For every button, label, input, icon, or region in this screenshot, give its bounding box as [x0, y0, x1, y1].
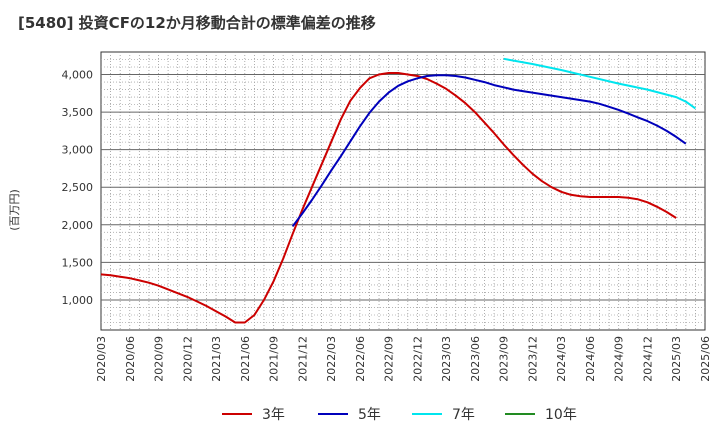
legend-item-10yr: 10年 — [505, 404, 577, 424]
y-tick-label: 4,000 — [62, 69, 94, 82]
x-tick-label: 2022/12 — [411, 336, 424, 382]
legend-swatch-3yr — [222, 413, 252, 415]
x-tick-label: 2025/03 — [670, 336, 683, 382]
x-tick-label: 2025/06 — [699, 336, 712, 382]
legend-label-7yr: 7年 — [452, 407, 475, 423]
y-tick-label: 1,000 — [62, 294, 94, 307]
x-tick-label: 2020/12 — [181, 336, 194, 382]
series-line-5yr — [291, 74, 687, 227]
y-tick-labels: 1,000 1,500 2,000 2,500 3,000 3,500 4,000 — [62, 69, 94, 307]
x-tick-label: 2022/09 — [383, 336, 396, 382]
x-tick-label: 2023/12 — [526, 336, 539, 382]
vertical-gridlines — [110, 52, 696, 330]
legend-item-5yr: 5年 — [318, 404, 381, 424]
x-tick-label: 2024/03 — [555, 336, 568, 382]
legend-swatch-7yr — [412, 413, 442, 415]
legend: 3年 5年 7年 10年 — [0, 400, 720, 428]
x-tick-label: 2020/09 — [153, 336, 166, 382]
legend-swatch-5yr — [318, 413, 348, 415]
chart-title: [5480] 投資CFの12か月移動合計の標準偏差の推移 — [18, 14, 376, 32]
x-tick-label: 2023/06 — [469, 336, 482, 382]
legend-label-10yr: 10年 — [545, 407, 577, 423]
x-tick-label: 2024/06 — [584, 336, 597, 382]
series-line-3yr — [100, 72, 677, 324]
legend-label-3yr: 3年 — [262, 407, 285, 423]
x-tick-label: 2021/12 — [296, 336, 309, 382]
x-tick-labels: 2020/03 2020/06 2020/09 2020/12 2021/03 2021/… — [95, 336, 712, 382]
x-tick-label: 2020/03 — [95, 336, 108, 382]
plot-area — [100, 51, 706, 331]
x-tick-label: 2024/09 — [613, 336, 626, 382]
x-tick-label: 2023/09 — [498, 336, 511, 382]
line-chart: 1,000 1,500 2,000 2,500 3,000 3,500 4,000 2020… — [62, 51, 712, 382]
x-tick-label: 2022/06 — [354, 336, 367, 382]
x-tick-label: 2023/03 — [440, 336, 453, 382]
y-tick-label: 3,500 — [62, 106, 94, 119]
y-tick-label: 3,000 — [62, 144, 94, 157]
y-tick-label: 1,500 — [62, 256, 94, 269]
series-lines — [100, 57, 696, 324]
x-tick-label: 2021/09 — [268, 336, 281, 382]
x-tick-label: 2020/06 — [124, 336, 137, 382]
legend-item-7yr: 7年 — [412, 404, 475, 424]
x-tick-label: 2021/06 — [239, 336, 252, 382]
x-tick-label: 2021/03 — [210, 336, 223, 382]
legend-label-5yr: 5年 — [358, 407, 381, 423]
x-tick-label: 2024/12 — [641, 336, 654, 382]
legend-swatch-10yr — [505, 413, 535, 415]
legend-item-3yr: 3年 — [222, 404, 285, 424]
y-tick-label: 2,000 — [62, 219, 94, 232]
y-tick-label: 2,500 — [62, 181, 94, 194]
x-tick-label: 2022/03 — [325, 336, 338, 382]
series-line-7yr — [503, 57, 696, 110]
